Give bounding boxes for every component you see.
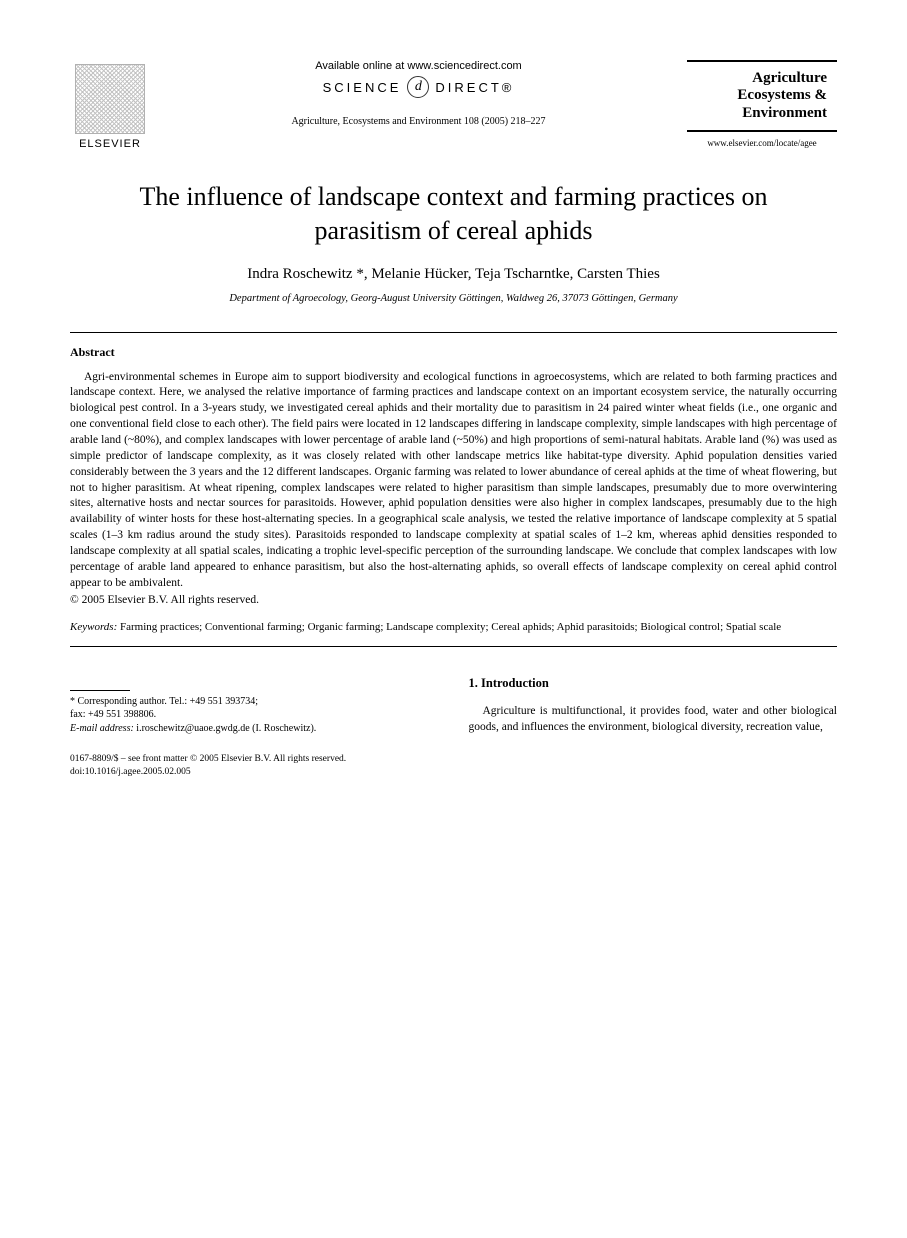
corresponding-author-footnote: * Corresponding author. Tel.: +49 551 39…: [70, 695, 439, 736]
journal-box-inner: Agriculture Ecosystems & Environment: [687, 60, 837, 132]
footer-line1: 0167-8809/$ – see front matter © 2005 El…: [70, 753, 837, 766]
footnote-email: E-mail address: i.roschewitz@uaoe.gwdg.d…: [70, 722, 439, 736]
introduction-text: Agriculture is multifunctional, it provi…: [469, 703, 838, 735]
affiliation: Department of Agroecology, Georg-August …: [70, 293, 837, 304]
footnote-rule: [70, 690, 130, 691]
elsevier-tree-icon: [75, 64, 145, 134]
journal-url: www.elsevier.com/locate/agee: [687, 138, 837, 148]
left-column: * Corresponding author. Tel.: +49 551 39…: [70, 675, 439, 735]
article-title: The influence of landscape context and f…: [110, 180, 797, 248]
divider-top: [70, 332, 837, 333]
header-center: Available online at www.sciencedirect.co…: [150, 60, 687, 127]
footnote-fax: fax: +49 551 398806.: [70, 708, 439, 722]
footnote-email-label: E-mail address:: [70, 723, 134, 734]
science-direct-logo: SCIENCE d DIRECT®: [170, 76, 667, 98]
abstract-copyright: © 2005 Elsevier B.V. All rights reserved…: [70, 594, 837, 606]
abstract-heading: Abstract: [70, 345, 837, 360]
page-header: ELSEVIER Available online at www.science…: [70, 60, 837, 150]
divider-bottom: [70, 646, 837, 647]
publisher-name: ELSEVIER: [79, 138, 141, 150]
keywords-label: Keywords:: [70, 621, 117, 633]
footer-line2: doi:10.1016/j.agee.2005.02.005: [70, 766, 837, 779]
abstract-text: Agri-environmental schemes in Europe aim…: [70, 370, 837, 592]
two-column-section: * Corresponding author. Tel.: +49 551 39…: [70, 675, 837, 735]
footnote-email-value: i.roschewitz@uaoe.gwdg.de (I. Roschewitz…: [134, 723, 317, 734]
publisher-logo: ELSEVIER: [70, 60, 150, 150]
journal-box: Agriculture Ecosystems & Environment www…: [687, 60, 837, 148]
available-online-text: Available online at www.sciencedirect.co…: [170, 60, 667, 72]
sd-left: SCIENCE: [323, 80, 402, 95]
authors-line: Indra Roschewitz *, Melanie Hücker, Teja…: [70, 266, 837, 283]
sd-right: DIRECT®: [435, 80, 514, 95]
introduction-heading: 1. Introduction: [469, 675, 838, 693]
keywords: Keywords: Farming practices; Conventiona…: [70, 620, 837, 635]
journal-name: Agriculture Ecosystems & Environment: [691, 70, 833, 122]
footnote-corr: * Corresponding author. Tel.: +49 551 39…: [70, 695, 439, 709]
right-column: 1. Introduction Agriculture is multifunc…: [469, 675, 838, 735]
page-footer: 0167-8809/$ – see front matter © 2005 El…: [70, 753, 837, 780]
citation-line: Agriculture, Ecosystems and Environment …: [170, 116, 667, 127]
keywords-text: Farming practices; Conventional farming;…: [117, 621, 781, 633]
sd-glyph-icon: d: [407, 76, 429, 98]
